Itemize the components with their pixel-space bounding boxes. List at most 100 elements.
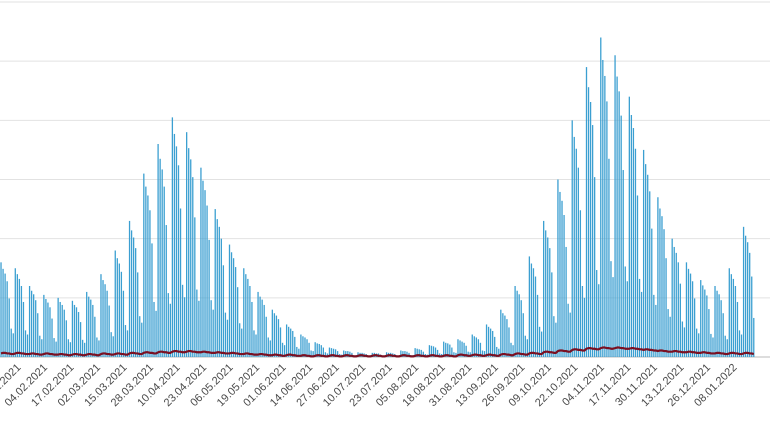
bar (130, 230, 133, 357)
bar (698, 333, 700, 357)
bar (8, 298, 10, 357)
bar (220, 238, 222, 357)
bar (696, 328, 698, 357)
bar (671, 238, 673, 357)
bar (147, 195, 149, 357)
bar (194, 217, 196, 357)
bar (545, 230, 547, 357)
bar (332, 348, 335, 357)
bar (237, 287, 239, 357)
bar (516, 290, 518, 357)
bar (334, 349, 337, 357)
bar (110, 332, 112, 357)
bar (12, 333, 14, 357)
bar (632, 128, 635, 357)
bar (479, 342, 482, 357)
bar (534, 276, 537, 357)
bar (645, 164, 647, 357)
bar (163, 186, 165, 357)
bar (561, 200, 563, 357)
bar (526, 339, 528, 357)
bar (128, 220, 131, 357)
bar (563, 215, 565, 357)
bar (75, 307, 78, 357)
bar (514, 286, 516, 357)
bar (259, 296, 261, 357)
bar (106, 290, 108, 357)
bar (693, 298, 696, 357)
bar (636, 195, 639, 357)
bar (157, 144, 159, 357)
bar (530, 263, 533, 357)
bar (620, 115, 622, 357)
bar (616, 76, 618, 358)
lines (0, 346, 755, 358)
bar (477, 339, 480, 357)
bar (18, 278, 21, 357)
bar (512, 345, 514, 357)
bar (328, 347, 331, 357)
bar (190, 159, 192, 357)
bar (447, 343, 449, 357)
bar (704, 289, 706, 357)
bar (683, 327, 686, 357)
bar (139, 316, 141, 357)
bar (265, 316, 267, 357)
bar (212, 309, 214, 357)
bar (728, 268, 730, 357)
bar (230, 252, 233, 357)
bar (547, 237, 549, 357)
bar (298, 348, 300, 357)
bar (137, 272, 139, 357)
bar (457, 339, 459, 357)
bar (183, 297, 186, 357)
bar (638, 278, 641, 357)
bar (736, 301, 739, 357)
bar (90, 299, 92, 357)
bar (300, 334, 302, 357)
bar (402, 351, 404, 357)
bar (69, 342, 72, 357)
bar (471, 334, 473, 357)
bar (316, 343, 318, 357)
bar (296, 346, 298, 357)
bar (528, 256, 531, 357)
bar (151, 243, 153, 357)
bar (689, 273, 692, 357)
bar (659, 208, 661, 357)
bar (226, 319, 229, 357)
bar (604, 75, 606, 357)
bar (204, 190, 206, 357)
bar (418, 349, 420, 357)
bar (734, 286, 737, 357)
bar (712, 337, 714, 357)
bar (10, 328, 12, 357)
bar (104, 284, 106, 357)
bar (26, 334, 29, 357)
bar (581, 286, 584, 357)
bar (196, 289, 198, 357)
bar (192, 177, 194, 357)
bar (555, 322, 557, 357)
bar (71, 300, 74, 357)
bar (716, 290, 718, 357)
line (0, 346, 755, 358)
bar (481, 350, 484, 357)
bar (308, 342, 310, 357)
bar (579, 210, 582, 357)
bar (502, 313, 504, 357)
bar (283, 345, 286, 357)
bar (718, 294, 720, 357)
bar (304, 337, 306, 357)
bar (20, 286, 23, 357)
bar (667, 309, 669, 357)
bar (247, 278, 249, 357)
bar (406, 351, 408, 357)
bar (294, 336, 296, 357)
bar (520, 300, 522, 357)
bar (747, 242, 749, 357)
bar (6, 281, 8, 357)
bar (188, 148, 190, 357)
bar (465, 345, 467, 357)
